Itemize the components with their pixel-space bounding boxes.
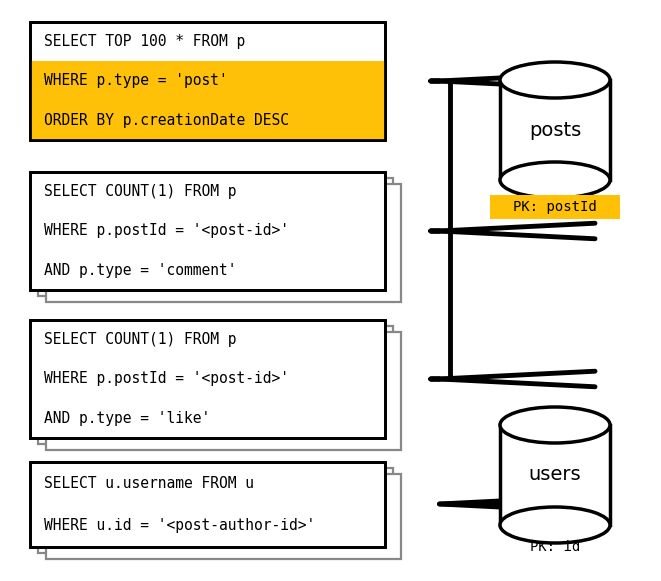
Text: SELECT TOP 100 * FROM p: SELECT TOP 100 * FROM p xyxy=(44,34,245,49)
Text: PK: id: PK: id xyxy=(530,540,580,554)
FancyBboxPatch shape xyxy=(38,178,393,296)
FancyBboxPatch shape xyxy=(490,195,620,219)
Text: SELECT COUNT(1) FROM p: SELECT COUNT(1) FROM p xyxy=(44,184,237,199)
Text: SELECT u.username FROM u: SELECT u.username FROM u xyxy=(44,476,254,491)
Ellipse shape xyxy=(500,62,610,98)
Ellipse shape xyxy=(500,507,610,543)
FancyBboxPatch shape xyxy=(30,320,385,438)
FancyBboxPatch shape xyxy=(30,22,385,140)
FancyBboxPatch shape xyxy=(30,101,385,140)
Text: AND p.type = 'like': AND p.type = 'like' xyxy=(44,411,210,426)
Text: PK: postId: PK: postId xyxy=(513,200,597,214)
Ellipse shape xyxy=(500,407,610,443)
FancyBboxPatch shape xyxy=(38,468,393,553)
FancyBboxPatch shape xyxy=(30,62,385,101)
Text: WHERE p.postId = '<post-id>': WHERE p.postId = '<post-id>' xyxy=(44,224,289,238)
FancyBboxPatch shape xyxy=(46,332,401,450)
Text: WHERE u.id = '<post-author-id>': WHERE u.id = '<post-author-id>' xyxy=(44,518,315,533)
Ellipse shape xyxy=(500,162,610,198)
Text: AND p.type = 'comment': AND p.type = 'comment' xyxy=(44,263,237,278)
FancyBboxPatch shape xyxy=(30,462,385,547)
Text: ORDER BY p.creationDate DESC: ORDER BY p.creationDate DESC xyxy=(44,113,289,128)
Text: posts: posts xyxy=(529,120,581,139)
FancyBboxPatch shape xyxy=(30,172,385,290)
FancyBboxPatch shape xyxy=(46,474,401,559)
FancyBboxPatch shape xyxy=(38,326,393,444)
FancyBboxPatch shape xyxy=(46,184,401,302)
Text: WHERE p.type = 'post': WHERE p.type = 'post' xyxy=(44,74,228,88)
Text: WHERE p.postId = '<post-id>': WHERE p.postId = '<post-id>' xyxy=(44,371,289,386)
Text: SELECT COUNT(1) FROM p: SELECT COUNT(1) FROM p xyxy=(44,332,237,347)
Text: users: users xyxy=(529,465,581,485)
Polygon shape xyxy=(500,425,610,525)
Polygon shape xyxy=(500,80,610,180)
